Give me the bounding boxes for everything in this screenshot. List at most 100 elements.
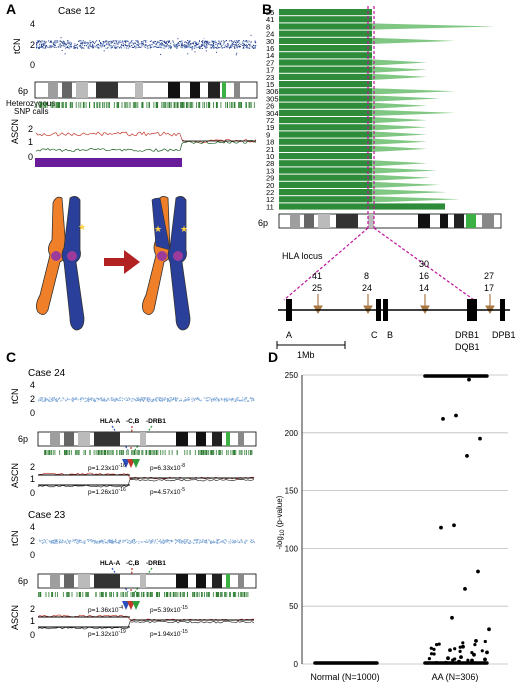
snp-tick xyxy=(239,102,240,108)
c-snp-tick xyxy=(217,592,218,597)
a-ascn-track xyxy=(35,131,257,152)
c-tcn-point xyxy=(178,540,180,542)
c-tcn-point xyxy=(122,397,123,399)
c-snp-tick xyxy=(147,592,149,597)
c-snp-tick xyxy=(224,592,225,597)
c-tcn-point xyxy=(171,540,172,542)
snp-tick xyxy=(161,102,163,108)
c-tcn-point xyxy=(220,541,222,542)
c-snp-tick xyxy=(101,592,102,597)
b-case-id: 16 xyxy=(266,44,274,53)
c-tcn-point xyxy=(186,540,188,542)
snp-tick xyxy=(202,102,204,108)
c-tcn-point xyxy=(59,398,61,399)
b-case-id: 9 xyxy=(266,130,270,139)
c-tcn-point xyxy=(241,540,243,542)
b-case-id: 19 xyxy=(266,123,274,132)
c-tcn-point xyxy=(114,398,115,400)
c-tcn-point xyxy=(66,397,68,399)
a-ascn-tick-2: 2 xyxy=(28,124,33,134)
c-tcn-point xyxy=(144,398,146,400)
snp-tick xyxy=(204,102,205,108)
snp-tick xyxy=(248,102,250,108)
c-snp-tick xyxy=(251,450,253,455)
c-tcn-point xyxy=(155,398,157,400)
a-transition-arrow xyxy=(104,250,140,274)
c-snp-tick xyxy=(142,592,144,597)
c-snp-tick xyxy=(141,450,143,455)
c-tcn-point xyxy=(43,541,45,543)
c-tcn-point xyxy=(133,398,135,400)
snp-tick xyxy=(186,102,187,108)
c-tcn-point xyxy=(100,541,102,543)
c-snp-tick xyxy=(196,592,198,597)
c-tcn-point xyxy=(159,540,160,542)
c-tcn-point xyxy=(45,540,46,542)
c-tcn-point xyxy=(244,542,246,544)
c-snp-tick xyxy=(220,450,221,455)
c-tcn-point xyxy=(247,400,249,401)
c-tcn-point xyxy=(172,397,174,399)
c-tcn-point xyxy=(92,541,94,543)
c-snp-tick xyxy=(45,592,47,597)
c-case-title: Case 23 xyxy=(28,510,66,521)
c-tcn-point xyxy=(109,540,111,542)
c-snp-tick xyxy=(78,450,80,455)
c-tcn-point xyxy=(213,540,215,542)
c-tcn-point xyxy=(237,397,239,399)
b-case-bar xyxy=(279,181,372,188)
d-point-aa xyxy=(465,454,469,458)
c-tcn-point xyxy=(118,542,119,544)
c-tcn-point xyxy=(72,399,74,401)
b-case-bar xyxy=(279,145,372,152)
b-case-bar xyxy=(279,95,372,102)
b-case-bar-tail xyxy=(372,66,427,73)
c-tcn-point xyxy=(103,541,105,543)
c-tcn-point xyxy=(230,398,232,400)
c-tcn-point xyxy=(213,399,215,401)
snp-tick xyxy=(102,102,103,108)
c-snp-tick xyxy=(105,592,106,597)
c-tcn-point xyxy=(167,540,168,542)
c-tcn-point xyxy=(75,399,77,401)
c-tcn-point xyxy=(163,541,165,543)
c-snp-tick xyxy=(194,592,196,597)
c-tcn-point xyxy=(198,542,200,544)
c-snp-tick xyxy=(116,450,118,455)
c-tcn-point xyxy=(80,399,81,400)
b-case-bar xyxy=(279,52,372,59)
snp-tick xyxy=(108,102,110,108)
b-gene-box-dpb1 xyxy=(500,299,505,321)
snp-tick xyxy=(157,102,159,108)
c-tcn-point xyxy=(196,539,198,541)
snp-tick xyxy=(180,102,182,108)
b-case-bar xyxy=(279,160,372,167)
b-arrow-label-24: 24 xyxy=(362,283,372,293)
b-case-id: 30 xyxy=(266,37,274,46)
snp-tick xyxy=(182,102,184,108)
c-tcn-point xyxy=(191,398,193,400)
b-arrow-label-8: 8 xyxy=(364,271,369,281)
snp-tick xyxy=(71,102,73,108)
c-tcn-point xyxy=(51,540,53,542)
c-snp-tick xyxy=(131,450,133,455)
c-tcn-point xyxy=(99,541,100,543)
c-tcn-point xyxy=(70,398,72,400)
c-snp-tick xyxy=(246,450,247,455)
c-tcn-point xyxy=(80,400,82,402)
snp-tick xyxy=(234,102,235,108)
c-tcn-point xyxy=(254,542,255,544)
c-tcn-point xyxy=(152,400,154,402)
a-chromosome-cartoon-right: ★ ★ xyxy=(142,196,191,331)
c-tcn-point xyxy=(157,397,159,399)
c-tcn-point xyxy=(212,399,214,401)
b-gene-box-b xyxy=(383,299,388,321)
c-tcn-point xyxy=(165,398,167,400)
c-tcn-point xyxy=(199,542,201,544)
c-tcn-point xyxy=(103,398,105,400)
c-tcn-point xyxy=(248,400,250,402)
b-case-bar-tail xyxy=(372,73,427,80)
a-chromosome-cartoon-left: ★ xyxy=(36,196,86,331)
c-tcn-point xyxy=(94,399,96,401)
c-tcn-point xyxy=(160,541,162,543)
